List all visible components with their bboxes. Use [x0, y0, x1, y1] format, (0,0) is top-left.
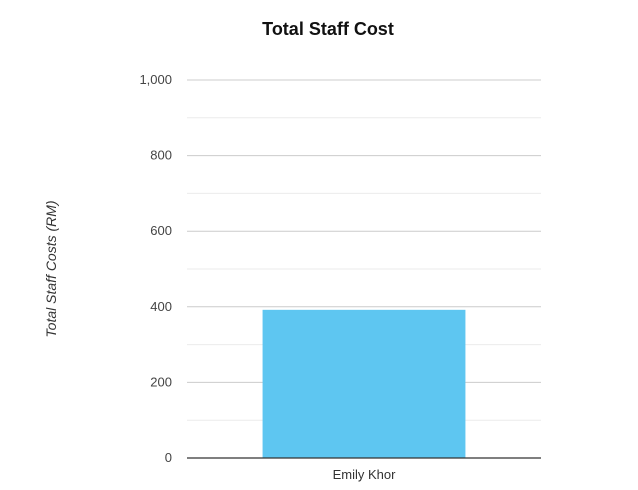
- bars: [262, 309, 466, 458]
- y-tick-label: 800: [150, 148, 172, 163]
- y-tick-label: 1,000: [139, 72, 172, 87]
- y-tick-label: 0: [165, 450, 172, 465]
- chart-title: Total Staff Cost: [262, 19, 394, 39]
- y-tick-label: 400: [150, 299, 172, 314]
- x-axis-categories: Emily Khor: [333, 467, 397, 482]
- y-axis-ticks: 0 200 400 600 800 1,000: [139, 72, 172, 465]
- y-axis-label: Total Staff Costs (RM): [43, 200, 59, 337]
- y-tick-label: 200: [150, 374, 172, 389]
- x-category-label: Emily Khor: [333, 467, 397, 482]
- bar[interactable]: [262, 309, 466, 458]
- y-tick-label: 600: [150, 223, 172, 238]
